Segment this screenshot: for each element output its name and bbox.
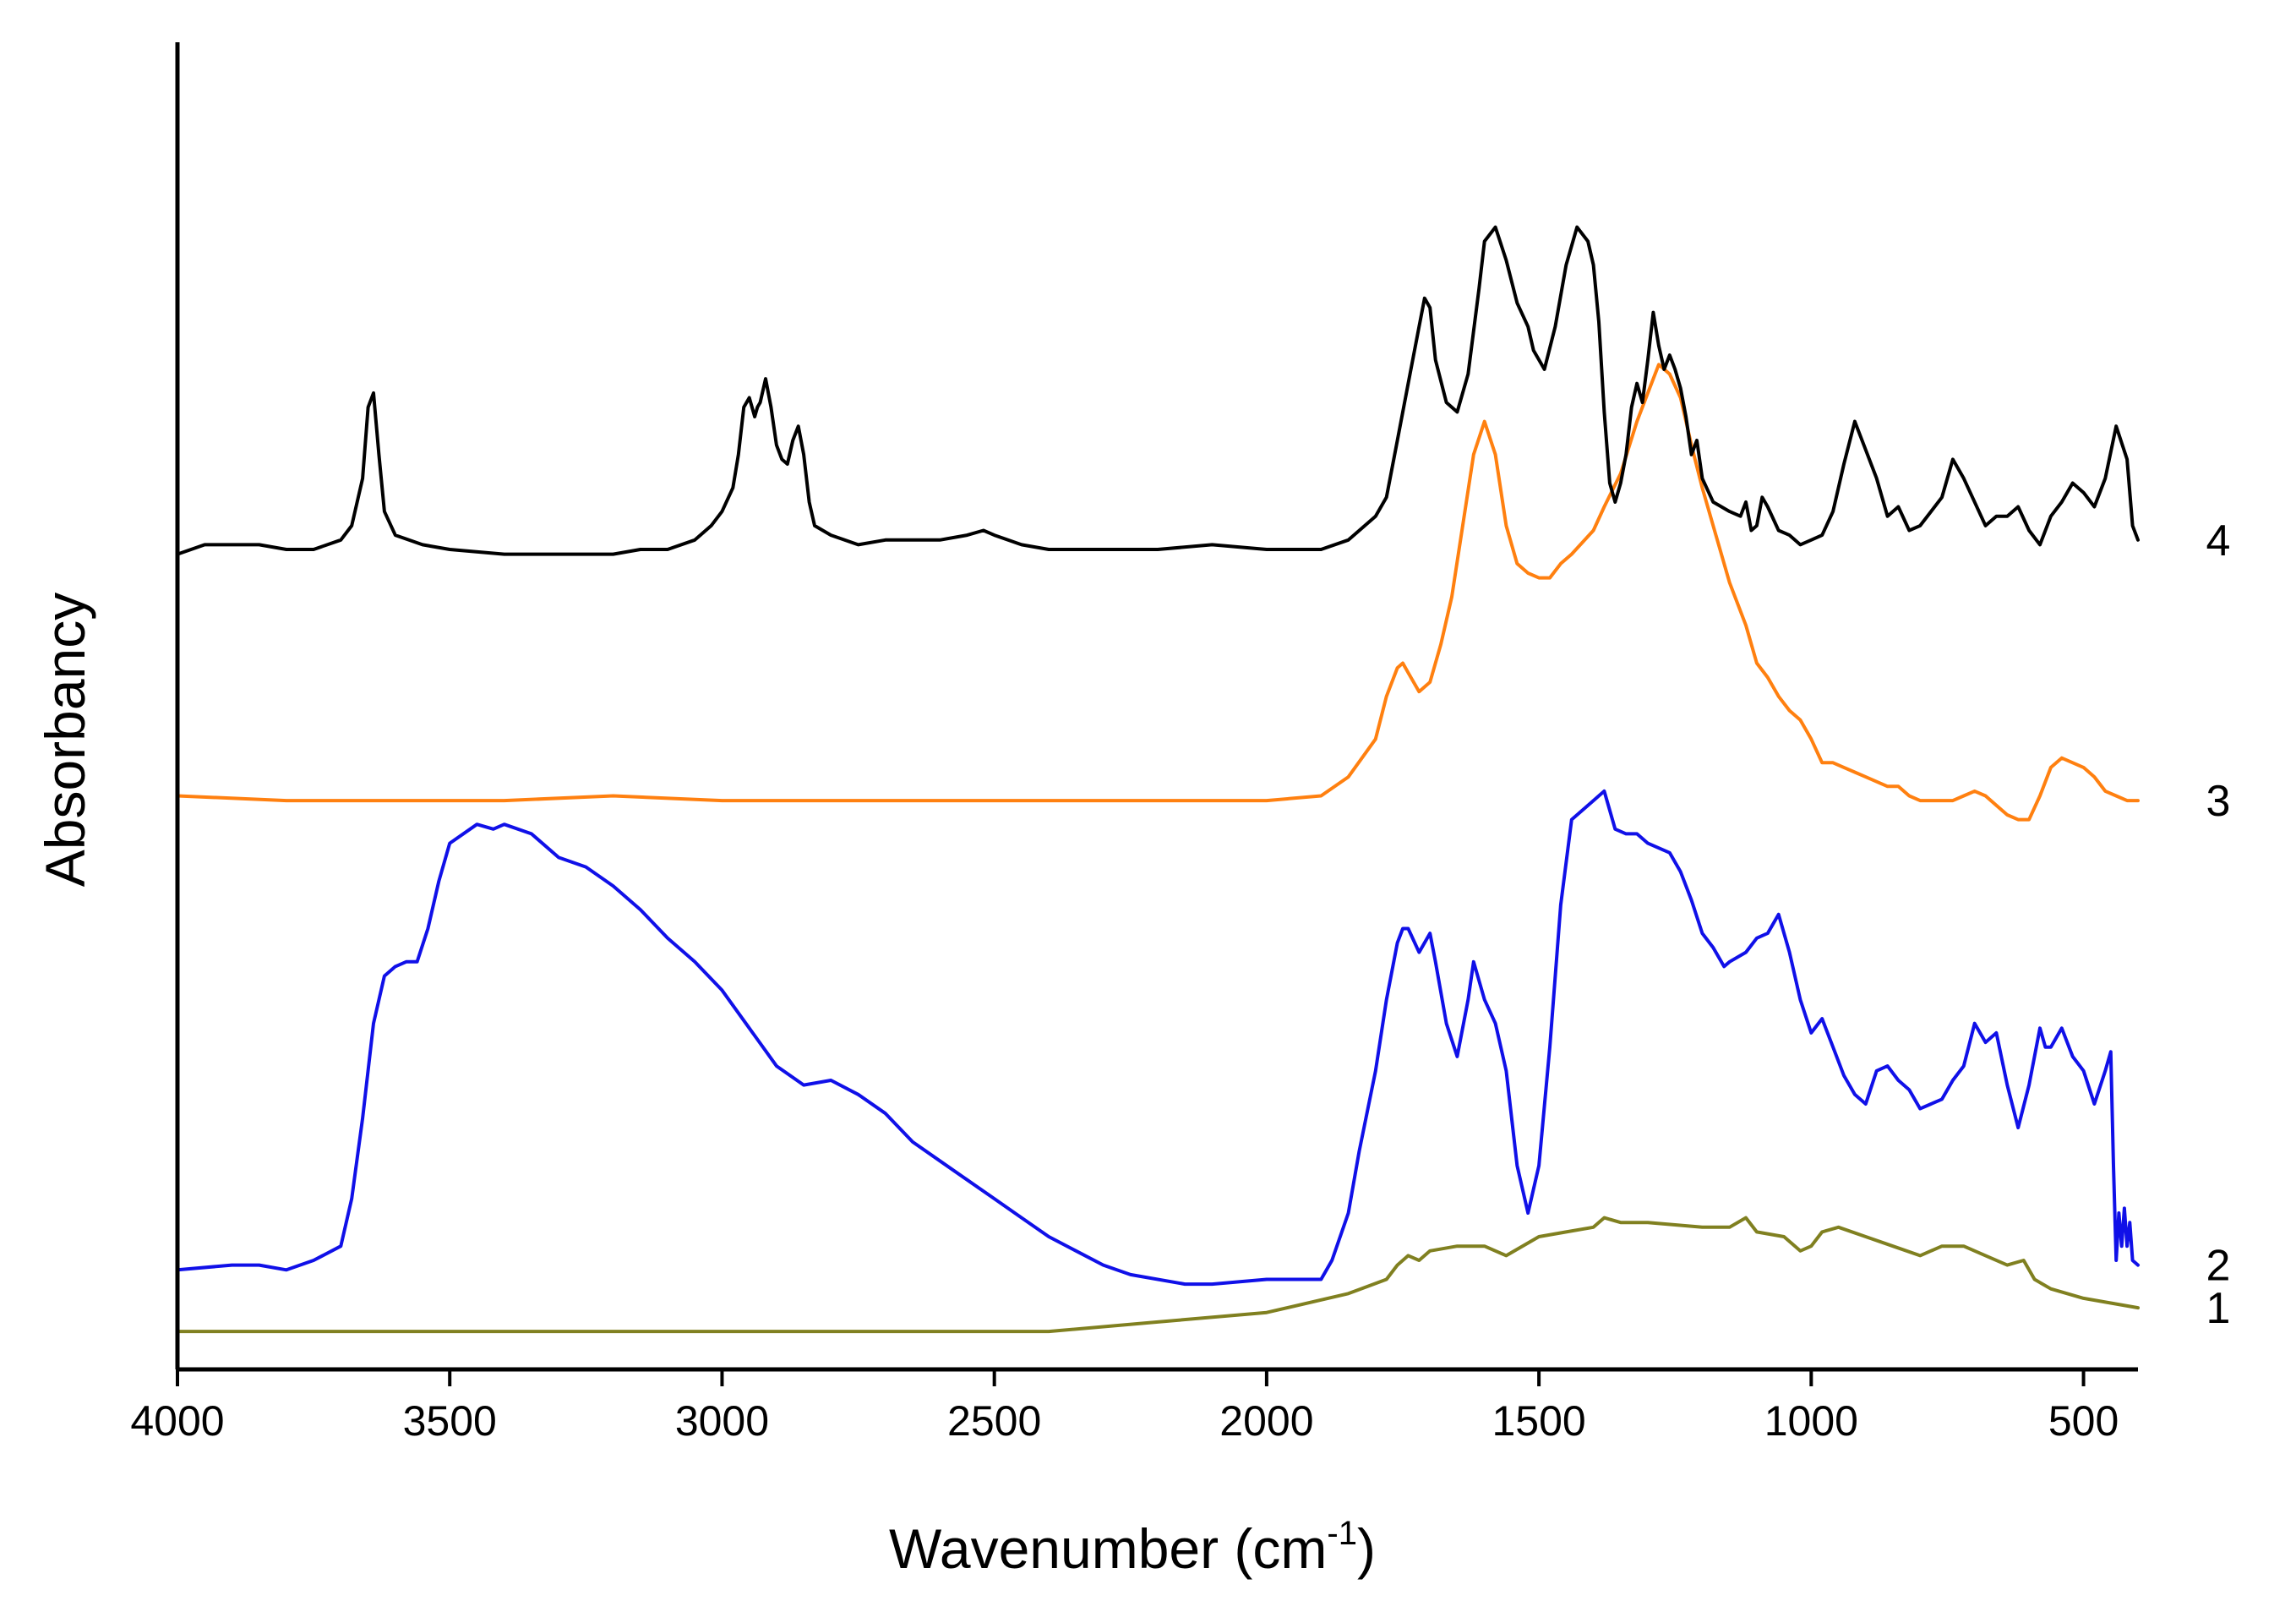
- x-tick-label: 3000: [675, 1397, 769, 1445]
- x-tick-label: 1500: [1492, 1397, 1585, 1445]
- labels-layer: 12 3 4: [2206, 516, 2231, 1333]
- series-4-label: 4: [2206, 516, 2231, 566]
- x-tick-label: 3500: [403, 1397, 497, 1445]
- series-1-label: 1: [2206, 1284, 2231, 1333]
- x-tick-label: 2500: [947, 1397, 1041, 1445]
- series-3-label: 3: [2206, 777, 2231, 826]
- x-axis-title-superscript: -1: [1327, 1515, 1357, 1552]
- x-axis-title-close: ): [1357, 1517, 1376, 1580]
- x-tick-label: 1000: [1764, 1397, 1858, 1445]
- axes-layer: 4000 3500 3000 2500 2000 1500 1000 500: [130, 42, 2138, 1445]
- series-2-label: 2: [2206, 1242, 2231, 1291]
- series-4-line: [176, 225, 2140, 556]
- y-axis-title: Absorbancy: [34, 593, 96, 888]
- x-tick-label: 2000: [1219, 1397, 1313, 1445]
- x-axis-title: Wavenumber (cm-1): [889, 1515, 1376, 1580]
- x-tick-label: 500: [2048, 1397, 2119, 1445]
- series-1-line: [176, 1216, 2140, 1334]
- x-tick-label: 4000: [130, 1397, 224, 1445]
- x-axis-title-main: Wavenumber (cm: [889, 1517, 1327, 1580]
- series-layer: [176, 225, 2140, 1334]
- series-2-line: [176, 789, 2140, 1287]
